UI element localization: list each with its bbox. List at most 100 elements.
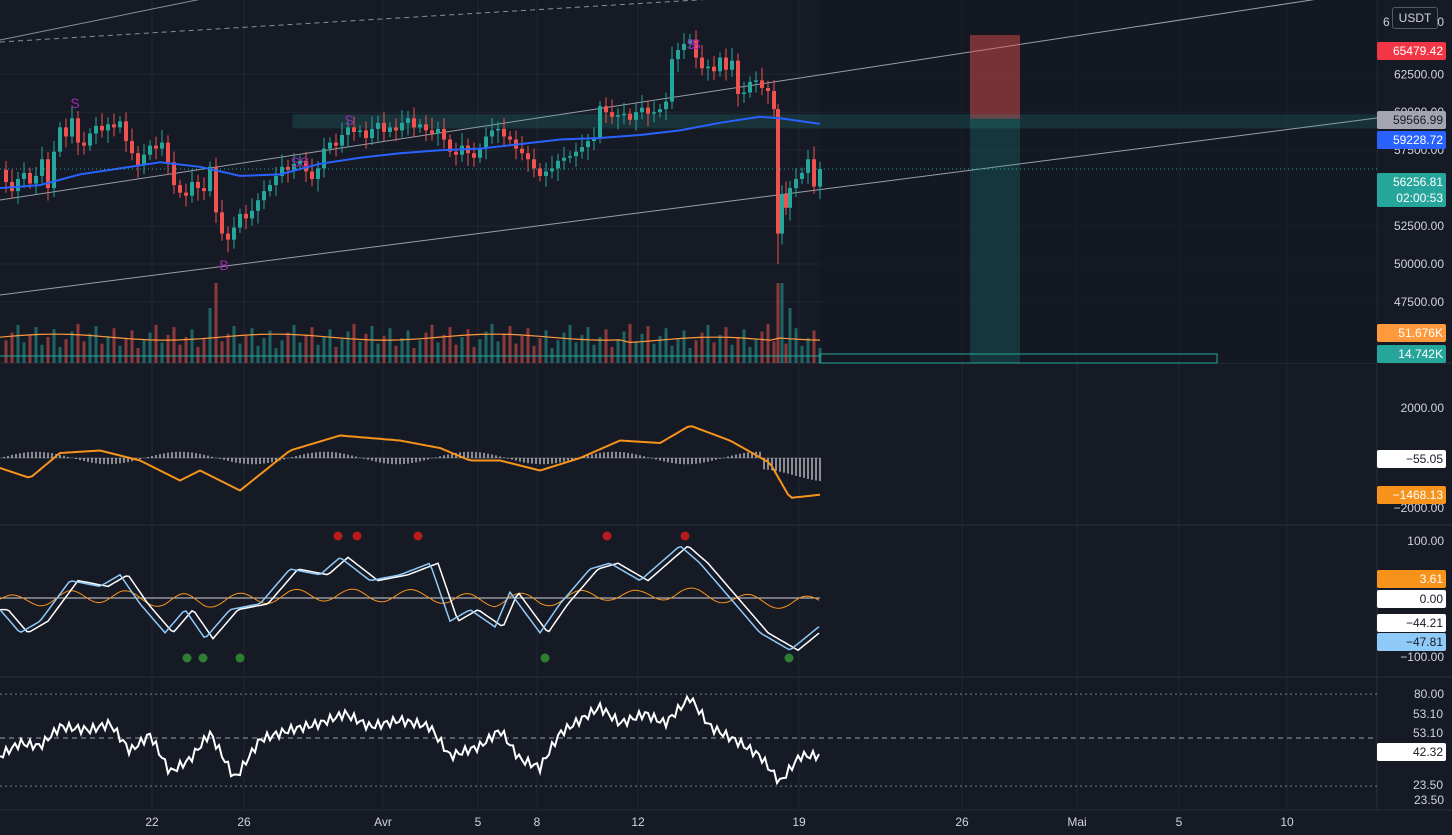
- volume-bar: [718, 334, 722, 363]
- volume-bar: [58, 346, 62, 363]
- candle: [142, 154, 146, 166]
- stoch-oversold-dot: [235, 653, 245, 663]
- macd-pane[interactable]: [0, 425, 821, 499]
- reward-zone: [970, 118, 1020, 364]
- candle: [34, 175, 38, 184]
- stoch-oversold-dot: [784, 653, 794, 663]
- price-axis-label: 52500.00: [1394, 219, 1444, 233]
- candle: [412, 118, 416, 128]
- volume-bar: [346, 331, 350, 363]
- rsi-level-tag-a: 53.10: [1412, 707, 1443, 721]
- volume-bar: [10, 332, 14, 363]
- last-price-value: 56256.81: [1392, 175, 1443, 189]
- volume-bar: [532, 345, 536, 363]
- volume-bar: [364, 333, 368, 363]
- candle: [262, 191, 266, 201]
- volume-bar: [460, 337, 464, 363]
- volume-bar: [4, 340, 8, 363]
- stoch-d-line: [0, 545, 820, 652]
- volume-bar: [628, 323, 632, 363]
- resistance-zone: [292, 114, 1378, 129]
- price-axis[interactable]: 62500.0060000.0057500.0052500.0050000.00…: [1394, 15, 1445, 807]
- candle: [622, 113, 626, 116]
- volume-bar: [178, 344, 182, 363]
- candle: [682, 43, 686, 51]
- sell-marker: S: [70, 95, 79, 111]
- candle: [592, 138, 596, 142]
- volume-bar: [388, 328, 392, 363]
- volume-bar: [520, 335, 524, 363]
- candle: [574, 151, 578, 157]
- candle: [580, 147, 584, 152]
- candle: [670, 59, 674, 102]
- candle: [106, 124, 110, 131]
- macd-hist-tag: −55.05: [1377, 450, 1446, 468]
- channel-lower-line: [0, 117, 1378, 296]
- volume-bar: [580, 334, 584, 363]
- candle: [730, 60, 734, 70]
- candle: [52, 151, 56, 189]
- candle: [394, 127, 398, 131]
- volume-bar: [160, 342, 164, 363]
- volume-bar: [436, 342, 440, 363]
- quote-currency-button[interactable]: USDT: [1392, 7, 1438, 29]
- time-axis-label: 5: [1176, 815, 1183, 829]
- candle: [292, 163, 296, 170]
- volume-bar: [616, 339, 620, 363]
- candle: [766, 87, 770, 91]
- candle: [76, 118, 80, 143]
- candle: [382, 122, 386, 132]
- candle: [772, 90, 776, 110]
- volume-bar: [256, 345, 260, 363]
- candle: [676, 50, 680, 60]
- time-axis-label: Avr: [374, 815, 392, 829]
- volume-bar: [310, 327, 314, 363]
- candle: [616, 115, 620, 117]
- volume-bar: [794, 328, 798, 363]
- candle: [694, 39, 698, 58]
- rsi-pane[interactable]: [0, 693, 1377, 787]
- stoch-oversold-dot: [182, 653, 192, 663]
- candle: [652, 112, 656, 114]
- time-axis[interactable]: 22 26 Avr 5 8 12 19 26 Mai 5 10: [145, 815, 1294, 829]
- volume-bar: [28, 334, 32, 363]
- volume-bar: [52, 329, 56, 363]
- candle: [208, 166, 212, 192]
- sell-marker: S: [344, 112, 353, 128]
- candle: [712, 66, 716, 72]
- candle: [226, 233, 230, 240]
- candle: [788, 188, 792, 208]
- volume-bar: [70, 331, 74, 363]
- bar-countdown: 02:00:53: [1396, 191, 1443, 205]
- rsi-line: [0, 694, 820, 786]
- candle: [148, 145, 152, 155]
- candle: [340, 134, 344, 146]
- volume-bar: [706, 324, 710, 363]
- stoch-pane[interactable]: [0, 531, 820, 663]
- volume-bar: [220, 341, 224, 363]
- candle: [806, 159, 810, 173]
- volume-bar: [76, 323, 80, 363]
- time-axis-label: 5: [475, 815, 482, 829]
- volume-bar: [748, 346, 752, 363]
- volume-bar: [142, 340, 146, 363]
- volume-bar: [16, 324, 20, 363]
- volume-bar: [730, 344, 734, 363]
- candle: [706, 66, 710, 69]
- volume-bar: [634, 341, 638, 363]
- candle: [436, 128, 440, 134]
- volume-bar: [154, 324, 158, 363]
- candle: [484, 136, 488, 149]
- stoch-overbought-dot: [680, 531, 690, 541]
- zone-top-price-tag: 59566.99: [1377, 111, 1446, 129]
- rsi-level-tag-d: 23.50: [1412, 778, 1443, 792]
- candle: [166, 142, 170, 163]
- volume-bar: [538, 338, 542, 363]
- candle: [28, 172, 32, 184]
- volume-bar: [148, 332, 152, 363]
- rsi-axis-label: 23.50: [1414, 793, 1444, 807]
- candle: [418, 124, 422, 128]
- last-price-tag: 56256.81 02:00:53: [1377, 173, 1446, 207]
